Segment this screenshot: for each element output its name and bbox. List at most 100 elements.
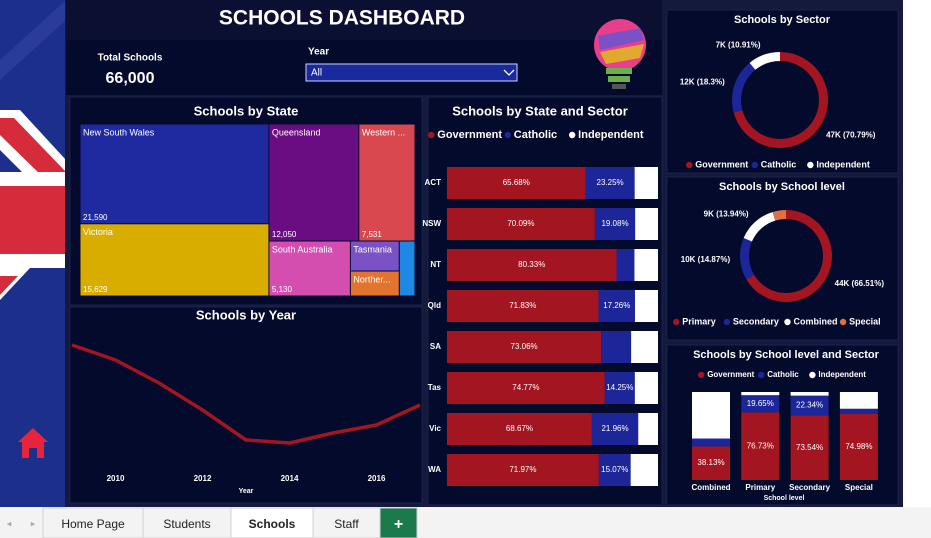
- bar-segment: [790, 392, 829, 396]
- bar-value-label: 19.08%: [601, 219, 628, 228]
- bar-value-label: 68.67%: [506, 424, 533, 433]
- treemap-tile: [350, 241, 399, 271]
- legend-marker: [428, 131, 435, 139]
- page-tab[interactable]: [42, 507, 144, 538]
- donut-segment: [772, 210, 786, 221]
- line-series: [71, 343, 421, 445]
- dashboard-title: SCHOOLS DASHBOARD: [219, 7, 465, 30]
- legend-marker: [784, 318, 791, 326]
- bar-segment: [447, 290, 599, 322]
- y-tick-label: ACT: [425, 178, 442, 187]
- donut-segment: [739, 238, 755, 280]
- bar-value-label: 14.25%: [606, 383, 633, 392]
- legend-marker: [568, 131, 576, 139]
- bar-segment: [604, 372, 635, 404]
- chart-title: Schools by Sector: [734, 14, 831, 26]
- y-tick-label: NSW: [422, 219, 441, 228]
- y-tick-label: Qld: [428, 301, 441, 310]
- tile-label: New South Wales: [83, 127, 155, 137]
- bar-segment: [447, 372, 605, 404]
- legend-label: Special: [849, 316, 881, 326]
- bar-segment: [839, 408, 878, 415]
- bar-segment: [447, 249, 617, 281]
- bar-segment: [616, 249, 635, 281]
- x-tick-label: Secondary: [789, 483, 830, 492]
- bar-segment: [598, 290, 635, 322]
- donut-segment: [749, 52, 780, 70]
- legend-label: Combined: [793, 316, 837, 326]
- x-tick-label: 2010: [107, 474, 125, 483]
- donut-label: 44K (66.51%): [835, 279, 885, 288]
- chart-title: Schools by State and Sector: [452, 103, 628, 118]
- bar-value-label: 22.34%: [796, 401, 823, 410]
- donut-label: 12K (18.3%): [680, 77, 725, 86]
- legend-marker: [698, 371, 705, 379]
- bar-value-label: 65.68%: [503, 178, 530, 187]
- kpi-label: Total Schools: [98, 53, 163, 64]
- tile-label: South Australia: [272, 244, 333, 254]
- bar-value-label: 17.26%: [603, 301, 630, 310]
- donut-label: 10K (14.87%): [681, 255, 731, 264]
- bar-segment: [692, 446, 730, 480]
- legend-label: Government: [707, 370, 754, 379]
- donut-segment: [743, 211, 776, 242]
- page-tab-label[interactable]: Home Page: [61, 517, 125, 531]
- treemap-tile: [80, 124, 269, 224]
- bar-segment: [591, 413, 639, 445]
- page-tab-label[interactable]: Students: [163, 517, 210, 531]
- legend-label: Independent: [818, 370, 866, 379]
- bar-segment: [447, 167, 586, 199]
- treemap-tile: [80, 224, 269, 296]
- bar-value-label: 70.09%: [507, 219, 534, 228]
- bar-segment: [447, 208, 595, 240]
- y-tick-label: SA: [430, 342, 441, 351]
- y-tick-label: NT: [430, 260, 441, 269]
- bar-segment: [635, 208, 658, 240]
- bar-segment: [447, 413, 592, 445]
- x-tick-label: 2016: [368, 474, 386, 483]
- title-bar: [66, 0, 662, 40]
- bar-segment: [634, 167, 658, 199]
- bar-value-label: 38.13%: [697, 458, 724, 467]
- bar-value-label: 23.25%: [597, 178, 624, 187]
- legend-marker: [504, 131, 511, 139]
- page-tab[interactable]: [379, 507, 418, 538]
- filter-value[interactable]: All: [311, 68, 322, 79]
- bar-segment: [634, 372, 658, 404]
- chart-title: Schools by State: [194, 103, 299, 118]
- page-tab-label[interactable]: +: [394, 516, 403, 533]
- page-tab[interactable]: [142, 507, 232, 538]
- bar-segment: [630, 454, 658, 486]
- bar-segment: [631, 331, 658, 363]
- bar-value-label: 73.54%: [796, 443, 823, 452]
- tile-value: 15,629: [83, 285, 108, 294]
- tile-value: 21,590: [83, 213, 108, 222]
- tile-value: 5,130: [272, 285, 293, 294]
- y-tick-label: Tas: [428, 383, 442, 392]
- kpi-value: 66,000: [106, 70, 155, 87]
- x-axis-title: School level: [764, 495, 805, 502]
- tile-value: 12,050: [272, 230, 297, 239]
- filter-box[interactable]: [305, 63, 518, 82]
- page-tab-label[interactable]: Schools: [249, 517, 296, 531]
- filter-label: Year: [308, 47, 329, 58]
- donut-label: 7K (10.91%): [716, 40, 761, 49]
- tab-scroll-right: ▸: [31, 518, 36, 528]
- legend-marker: [807, 161, 814, 169]
- bar-value-label: 80.33%: [518, 260, 545, 269]
- donut-label: 9K (13.94%): [704, 209, 749, 218]
- bar-value-label: 19.65%: [747, 399, 774, 408]
- bar-segment: [594, 208, 636, 240]
- year-filter[interactable]: All: [305, 63, 518, 82]
- page-tab-label[interactable]: Staff: [334, 517, 359, 531]
- panel: [666, 176, 899, 341]
- treemap-tile: [399, 241, 415, 296]
- chart-title: Schools by School level: [719, 181, 845, 193]
- y-tick-label: Vic: [429, 424, 441, 433]
- bar-value-label: 71.83%: [509, 301, 536, 310]
- bar-segment: [839, 392, 878, 409]
- legend-marker: [809, 371, 816, 379]
- tile-label: Queensland: [272, 127, 321, 137]
- legend-label: Independent: [578, 129, 644, 141]
